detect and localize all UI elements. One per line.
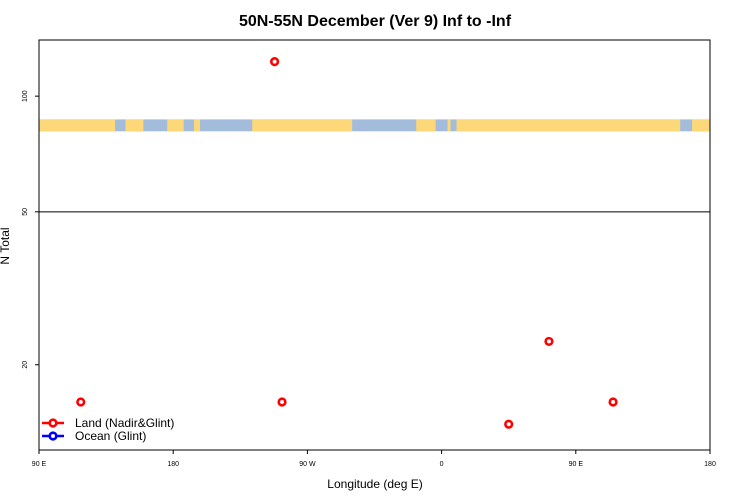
land-segment xyxy=(416,119,436,132)
data-point xyxy=(269,57,280,67)
data-points xyxy=(76,57,618,429)
data-point xyxy=(608,397,618,407)
land-segment xyxy=(692,119,710,132)
data-point xyxy=(504,419,514,429)
land-segment xyxy=(39,119,116,132)
legend: Land (Nadir&Glint)Ocean (Glint) xyxy=(42,416,174,443)
land-segment xyxy=(456,119,681,132)
x-axis: 90 E 180 90 W 0 90 E 180 xyxy=(32,450,716,468)
land-segment xyxy=(125,119,144,132)
plot-frame xyxy=(38,39,711,451)
data-point xyxy=(76,397,86,407)
x-axis-label: Longitude (deg E) xyxy=(327,477,422,491)
y-axis-label: N Total xyxy=(0,227,12,264)
legend-label: Ocean (Glint) xyxy=(75,429,146,443)
x-tick-label: 90 E xyxy=(569,461,584,468)
x-tick-label: 90 E xyxy=(32,461,47,468)
y-tick-label: 20 xyxy=(22,361,29,369)
y-tick-label: 50 xyxy=(22,208,29,216)
land-mask-strip xyxy=(39,119,710,132)
x-tick-label: 180 xyxy=(167,461,179,468)
ocean-strip xyxy=(39,119,710,132)
legend-marker xyxy=(48,431,58,441)
data-point xyxy=(544,336,554,347)
land-segment xyxy=(167,119,184,132)
land-segment xyxy=(447,119,451,132)
data-point xyxy=(277,397,287,407)
legend-marker xyxy=(48,418,58,428)
x-tick-label: 90 W xyxy=(299,461,316,468)
legend-label: Land (Nadir&Glint) xyxy=(75,416,174,430)
land-segment xyxy=(194,119,201,132)
y-axis: 20 50 100 xyxy=(22,90,39,369)
x-tick-label: 180 xyxy=(704,461,716,468)
chart-title: 50N-55N December (Ver 9) Inf to -Inf xyxy=(239,13,512,30)
y-tick-label: 100 xyxy=(22,90,29,102)
land-segment xyxy=(252,119,353,132)
x-tick-label: 0 xyxy=(440,461,444,468)
